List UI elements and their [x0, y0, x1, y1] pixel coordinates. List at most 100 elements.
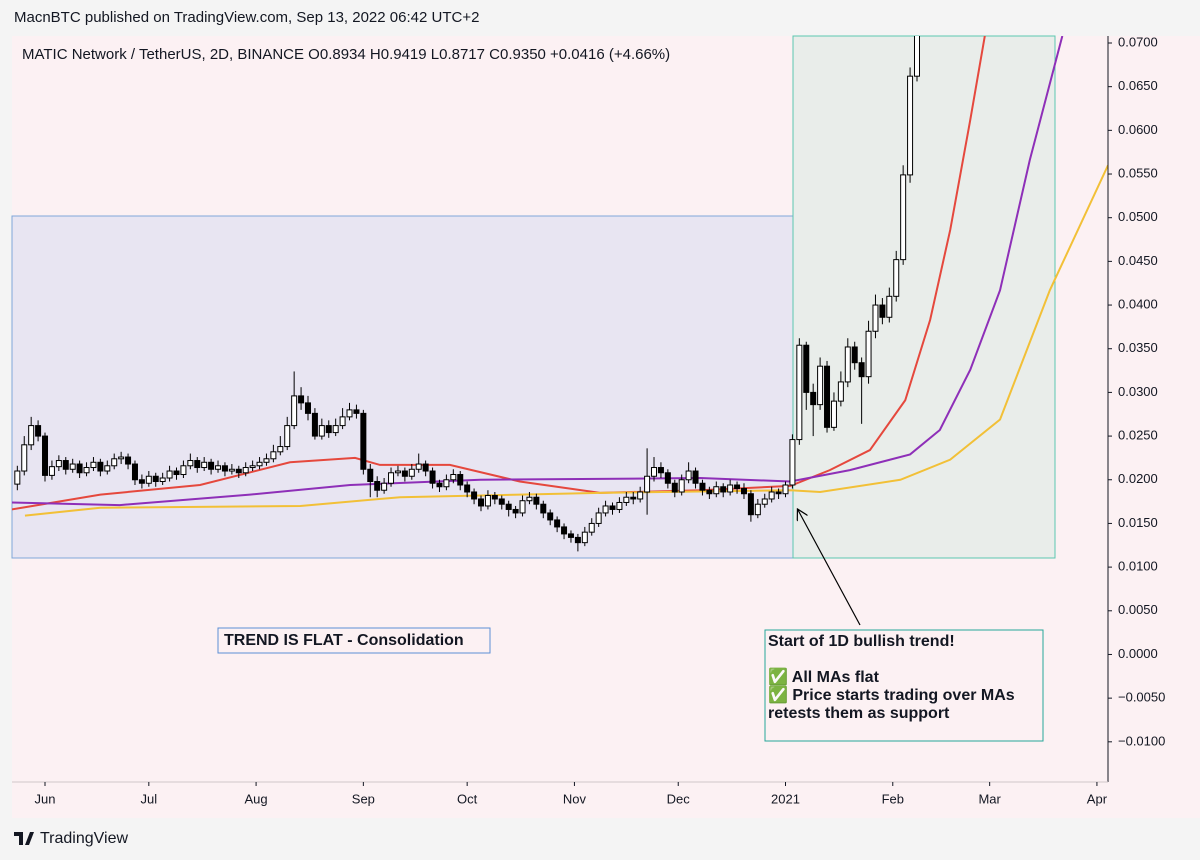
- candle-body: [208, 461, 215, 470]
- candle-body: [671, 482, 678, 493]
- candle-body: [817, 365, 824, 406]
- candle-body: [166, 470, 173, 479]
- x-tick-label: Apr: [1087, 791, 1108, 806]
- candle-body: [14, 470, 21, 485]
- x-tick-label: Sep: [352, 791, 375, 806]
- candle-body: [201, 461, 208, 469]
- candle-body: [754, 503, 761, 516]
- candle-body: [872, 304, 879, 332]
- annotation: TREND IS FLAT - Consolidation: [224, 632, 464, 649]
- y-tick-label: 0.0550: [1118, 165, 1158, 180]
- y-tick-label: 0.0700: [1118, 34, 1158, 49]
- candle-body: [111, 458, 118, 467]
- candle-body: [692, 470, 699, 484]
- candle-body: [644, 475, 651, 493]
- candle-body: [221, 465, 228, 472]
- symbol-info: MATIC Network / TetherUS, 2D, BINANCE O0…: [22, 46, 670, 63]
- candle-body: [637, 491, 644, 500]
- candle-body: [761, 498, 768, 505]
- candle-body: [429, 470, 436, 484]
- candle-body: [277, 446, 284, 453]
- y-tick-label: 0.0600: [1118, 122, 1158, 137]
- candle-body: [561, 526, 568, 535]
- candle-body: [42, 435, 49, 476]
- candle-body: [747, 493, 754, 516]
- candle-body: [311, 412, 318, 437]
- candle-body: [858, 362, 865, 378]
- candle-body: [505, 503, 512, 510]
- candle-body: [651, 467, 658, 477]
- candle-body: [803, 344, 810, 393]
- candle-body: [422, 463, 429, 472]
- y-tick-label: 0.0450: [1118, 253, 1158, 268]
- y-tick-label: 0.0000: [1118, 646, 1158, 661]
- candle-body: [678, 479, 685, 493]
- candle-body: [242, 467, 249, 474]
- candle-body: [865, 330, 872, 378]
- candle-body: [235, 468, 242, 474]
- candle-body: [775, 491, 782, 495]
- candle-body: [28, 425, 35, 446]
- candle-body: [713, 486, 720, 495]
- candle-body: [457, 474, 464, 486]
- candle-body: [830, 400, 837, 428]
- candle-body: [595, 512, 602, 524]
- x-tick-label: Feb: [882, 791, 904, 806]
- candle-body: [249, 465, 256, 469]
- candle-body: [464, 484, 471, 493]
- candle-body: [478, 498, 485, 507]
- candle-body: [353, 409, 360, 414]
- x-tick-label: Jun: [35, 791, 56, 806]
- candle-body: [907, 75, 914, 176]
- callout-line: retests them as support: [768, 705, 950, 722]
- candle-body: [55, 460, 62, 468]
- candle-body: [62, 460, 69, 470]
- candle-body: [526, 496, 533, 502]
- candle-body: [699, 482, 706, 491]
- candle-body: [657, 467, 664, 474]
- y-tick-label: 0.0050: [1118, 602, 1158, 617]
- candle-body: [512, 508, 519, 514]
- candle-body: [789, 439, 796, 486]
- candle-body: [900, 174, 907, 261]
- callout-line: ✅ Price starts trading over MAs: [768, 685, 1015, 704]
- candle-body: [851, 346, 858, 364]
- candle-body: [844, 346, 851, 383]
- x-tick-label: Dec: [667, 791, 691, 806]
- candle-body: [256, 461, 263, 467]
- candle-body: [21, 444, 28, 472]
- plot: [12, 36, 1108, 552]
- candle-body: [768, 491, 775, 500]
- candle-body: [76, 463, 83, 474]
- candle-body: [664, 472, 671, 484]
- candle-body: [97, 461, 104, 472]
- candle-body: [332, 425, 339, 434]
- y-tick-label: 0.0300: [1118, 384, 1158, 399]
- callout-line: Start of 1D bullish trend!: [768, 633, 955, 650]
- candle-body: [159, 477, 166, 483]
- candle-body: [837, 381, 844, 402]
- candle-body: [824, 365, 831, 428]
- x-tick-label: Mar: [978, 791, 1001, 806]
- candle-body: [35, 425, 42, 437]
- candle-body: [104, 465, 111, 472]
- callout-line: ✅ All MAs flat: [768, 667, 880, 686]
- trend-box: [792, 35, 1056, 559]
- candle-body: [782, 484, 789, 495]
- candle-body: [796, 344, 803, 441]
- candle-body: [581, 531, 588, 544]
- candle-body: [131, 463, 138, 481]
- candle-body: [616, 501, 623, 510]
- y-tick-label: 0.0250: [1118, 428, 1158, 443]
- candle-body: [304, 402, 311, 414]
- candle-body: [138, 479, 145, 484]
- candle-body: [547, 512, 554, 521]
- candle-body: [263, 458, 270, 463]
- candle-body: [574, 536, 581, 544]
- candle-body: [630, 496, 637, 500]
- x-tick-label: Jul: [141, 791, 158, 806]
- candle-body: [215, 465, 222, 470]
- candle-body: [339, 416, 346, 427]
